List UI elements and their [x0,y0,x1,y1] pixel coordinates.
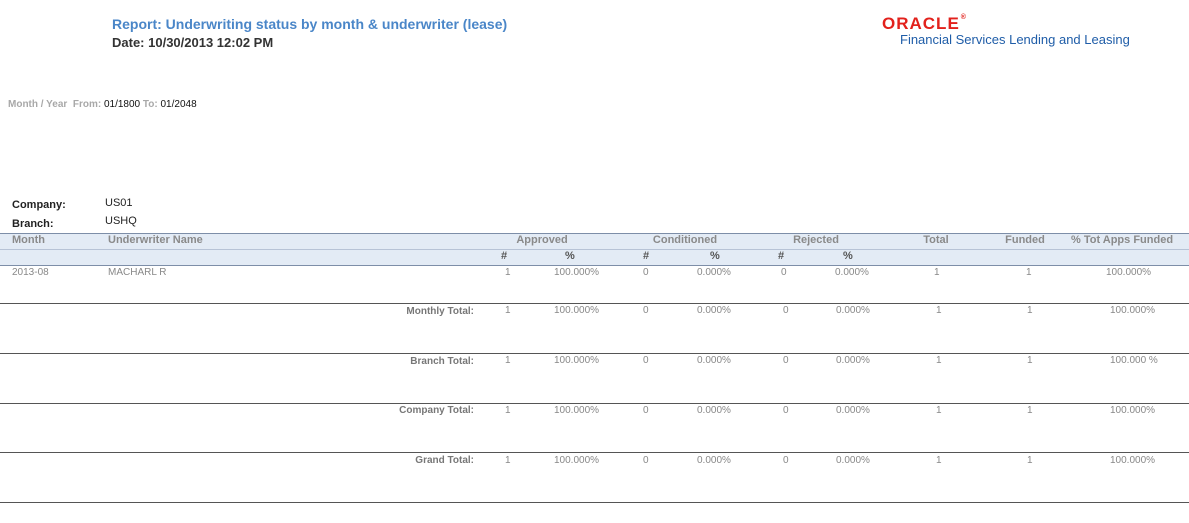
cell-conditioned-num: 0 [643,305,649,316]
row-underwriter: MACHARL R [108,267,167,278]
cell-rejected-pct: 0.000% [836,455,870,466]
cell-pct-funded: 100.000% [1110,305,1156,316]
filter-to-value: 01/2048 [160,99,197,110]
cell-funded: 1 [1027,305,1033,316]
logo-word: ORACLE [882,14,960,33]
cell-conditioned-pct: 0.000% [697,267,731,278]
cell-approved-num: 1 [505,355,511,366]
col-total: Total [923,234,949,246]
filter-to-label: To: [142,99,158,110]
cell-conditioned-num: 0 [643,455,649,466]
cell-rejected-pct: 0.000% [835,267,869,278]
report-title: Report: Underwriting status by month & u… [112,16,508,32]
cell-total: 1 [936,305,942,316]
cell-approved-pct: 100.000% [554,455,600,466]
cell-pct-funded: 100.000% [1110,405,1156,416]
filter-label: Month / Year [8,99,68,110]
subcol-rejected-num: # [778,250,785,262]
logo-registered-mark: ® [960,14,966,21]
cell-approved-pct: 100.000% [554,355,600,366]
cell-pct-funded: 100.000 % [1110,355,1158,366]
cell-approved-pct: 100.000% [554,267,600,278]
cell-rejected-num: 0 [781,267,787,278]
cell-rejected-num: 0 [783,455,789,466]
branch-value: USHQ [105,215,137,227]
cell-approved-num: 1 [505,267,511,278]
subcol-approved-pct: % [565,250,575,262]
row-month: 2013-08 [12,267,49,278]
row-divider [0,303,1189,304]
col-approved: Approved [516,234,568,246]
date-range-filter: Month / Year From: 01/1800 To: 01/2048 [8,99,197,110]
subcol-rejected-pct: % [843,250,853,262]
col-conditioned: Conditioned [652,234,718,246]
cell-conditioned-num: 0 [643,355,649,366]
header-separator [0,249,1189,250]
cell-approved-pct: 100.000% [554,305,600,316]
cell-conditioned-pct: 0.000% [697,355,731,366]
cell-total: 1 [936,355,942,366]
cell-approved-num: 1 [505,305,511,316]
row-label-company-total: Company Total: [399,405,474,416]
row-divider [0,403,1189,404]
logo-subtitle: Financial Services Lending and Leasing [900,32,1130,47]
cell-funded: 1 [1027,355,1033,366]
cell-funded: 1 [1026,267,1032,278]
cell-rejected-num: 0 [783,355,789,366]
subcol-approved-num: # [501,250,508,262]
company-value: US01 [105,197,133,209]
row-divider [0,452,1189,453]
col-pct-funded: % Tot Apps Funded [1071,234,1174,246]
col-funded: Funded [1005,234,1045,246]
cell-total: 1 [936,405,942,416]
filter-from-label: From: [72,99,102,110]
col-month: Month [12,234,45,246]
cell-conditioned-pct: 0.000% [697,405,731,416]
oracle-logo: ORACLE® [882,14,966,34]
cell-approved-num: 1 [505,405,511,416]
cell-conditioned-pct: 0.000% [697,305,731,316]
filter-from-value: 01/1800 [103,99,141,110]
cell-conditioned-num: 0 [643,267,649,278]
row-label-branch-total: Branch Total: [410,356,474,367]
cell-conditioned-pct: 0.000% [697,455,731,466]
cell-pct-funded: 100.000% [1106,267,1152,278]
cell-rejected-num: 0 [783,305,789,316]
branch-label: Branch: [12,218,54,230]
subcol-conditioned-pct: % [710,250,720,262]
cell-rejected-pct: 0.000% [836,405,870,416]
row-divider [0,502,1189,503]
cell-conditioned-num: 0 [643,405,649,416]
cell-rejected-num: 0 [783,405,789,416]
cell-rejected-pct: 0.000% [836,355,870,366]
row-label-monthly-total: Monthly Total: [406,306,474,317]
col-rejected: Rejected [793,234,839,246]
row-label-grand-total: Grand Total: [415,455,474,466]
subcol-conditioned-num: # [643,250,650,262]
cell-rejected-pct: 0.000% [836,305,870,316]
cell-total: 1 [934,267,940,278]
company-label: Company: [12,199,66,211]
report-date: Date: 10/30/2013 12:02 PM [112,35,274,50]
row-divider [0,353,1189,354]
cell-funded: 1 [1027,455,1033,466]
cell-total: 1 [936,455,942,466]
col-underwriter: Underwriter Name [108,234,203,246]
cell-funded: 1 [1027,405,1033,416]
cell-approved-num: 1 [505,455,511,466]
cell-approved-pct: 100.000% [554,405,600,416]
cell-pct-funded: 100.000% [1110,455,1156,466]
